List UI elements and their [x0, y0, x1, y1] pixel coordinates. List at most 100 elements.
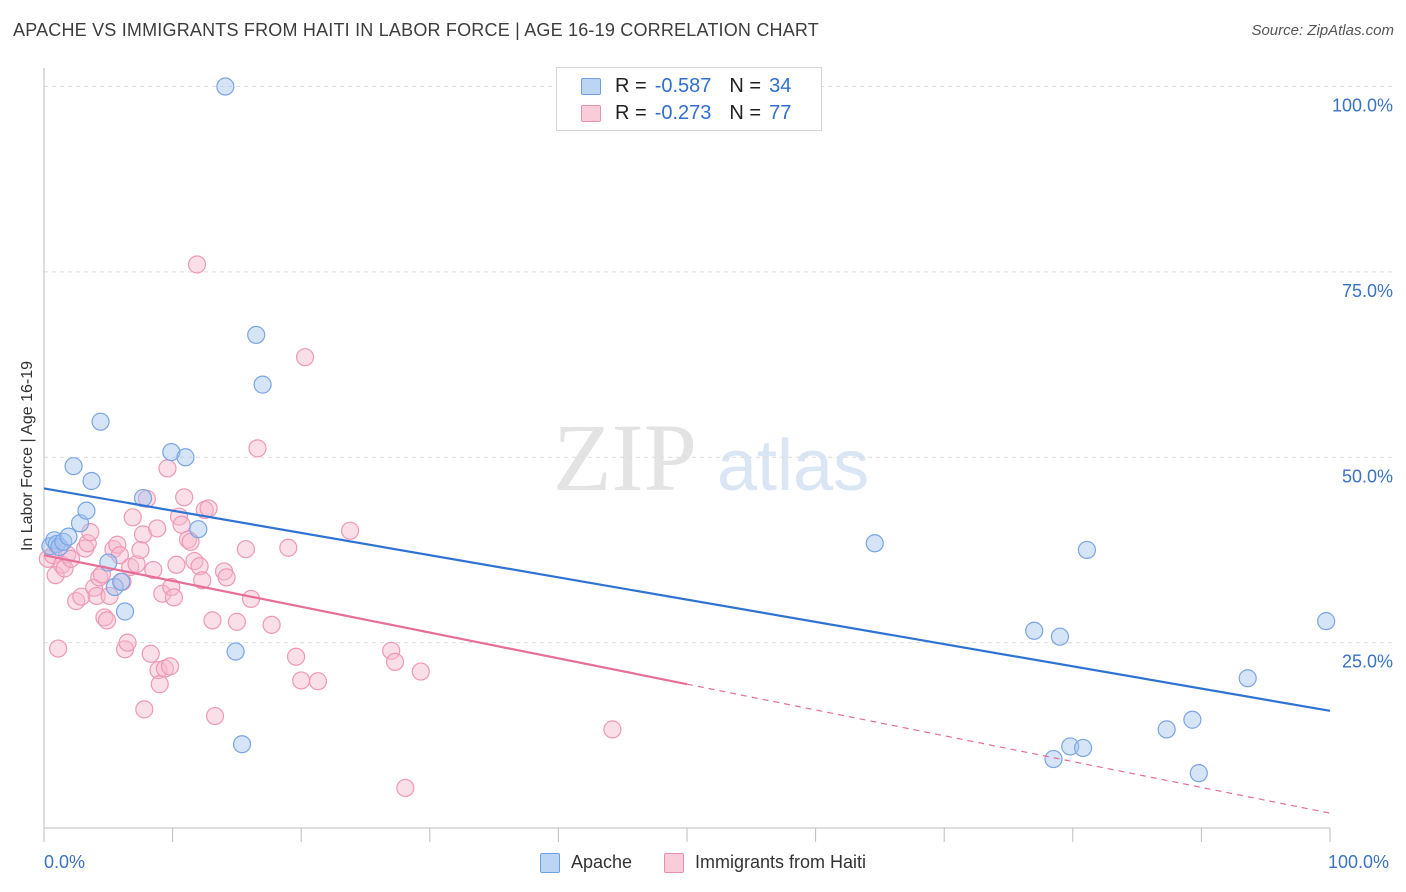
apache-point — [247, 325, 266, 345]
legend-label-haiti: Immigrants from Haiti — [695, 852, 867, 872]
haiti-point — [123, 508, 142, 527]
haiti-point — [49, 639, 68, 658]
haiti-point — [385, 652, 405, 672]
haiti-point — [149, 660, 168, 680]
axes — [43, 68, 1331, 842]
chart-title: APACHE VS IMMIGRANTS FROM HAITI IN LABOR… — [13, 20, 820, 40]
x-tick-label-min: 0.0% — [44, 852, 86, 872]
haiti-point — [87, 586, 106, 606]
apache-point — [1050, 627, 1070, 646]
legend-n-value: 34 — [769, 74, 792, 97]
haiti-point — [153, 584, 172, 603]
haiti-point — [158, 459, 177, 478]
haiti-point — [97, 611, 117, 630]
apache-point — [77, 501, 96, 520]
apache-trend-line — [43, 487, 1331, 712]
haiti-point — [127, 554, 146, 574]
legend-row-apache: R = -0.587 N = 34 — [581, 74, 791, 98]
apache-point — [189, 520, 208, 539]
source-note: Source: ZipAtlas.com — [1251, 22, 1394, 39]
haiti-point — [150, 675, 169, 694]
apache-point — [91, 412, 110, 431]
haiti-point — [292, 671, 311, 690]
apache-point — [865, 534, 884, 553]
legend-swatch-haiti — [581, 104, 601, 122]
haiti-point — [76, 539, 95, 558]
apache-point — [232, 735, 252, 754]
legend-r-value: -0.587 — [654, 74, 712, 97]
haiti-point — [118, 633, 137, 652]
haiti-point — [46, 566, 65, 585]
haiti-points — [38, 255, 622, 798]
haiti-point — [90, 568, 109, 587]
legend-row-haiti: R = -0.273 N = 77 — [581, 101, 791, 125]
apache-points — [41, 77, 1336, 783]
haiti-point — [203, 611, 222, 630]
y-tick-label: 25.0% — [1342, 652, 1393, 672]
haiti-point — [286, 647, 306, 666]
legend-n-label: N = — [729, 74, 762, 97]
apache-point — [82, 471, 101, 491]
haiti-point — [95, 608, 114, 627]
y-tick-labels: 25.0% 50.0% 75.0% 100.0% — [1332, 96, 1393, 672]
haiti-point — [248, 439, 267, 458]
apache-point — [1025, 621, 1044, 640]
legend-label-apache: Apache — [570, 852, 633, 872]
legend-r-label: R = — [615, 74, 647, 97]
haiti-point — [217, 568, 236, 587]
apache-point — [1073, 738, 1093, 758]
legend-r-label: R = — [615, 101, 647, 124]
haiti-point — [141, 644, 160, 663]
haiti-point — [262, 615, 281, 634]
haiti-point — [205, 706, 225, 726]
haiti-trend-extension — [686, 683, 1331, 814]
haiti-point — [295, 348, 315, 367]
haiti-point — [135, 700, 154, 719]
haiti-point — [340, 521, 360, 540]
haiti-point — [78, 534, 97, 553]
legend-swatch-apache — [581, 77, 601, 95]
haiti-point — [108, 535, 127, 554]
haiti-trend-line — [43, 554, 688, 686]
haiti-point — [175, 488, 194, 507]
haiti-point — [131, 540, 150, 560]
apache-point — [1183, 710, 1202, 729]
haiti-point — [162, 577, 181, 597]
y-tick-label: 75.0% — [1342, 281, 1393, 301]
apache-point — [1189, 764, 1208, 783]
haiti-point — [279, 538, 298, 557]
legend-n-label: N = — [729, 101, 762, 124]
haiti-point — [190, 557, 209, 576]
haiti-point — [72, 587, 91, 606]
watermark: ZIP atlas — [553, 404, 869, 511]
haiti-point — [411, 662, 430, 681]
watermark-atlas: atlas — [717, 426, 869, 506]
haiti-point — [144, 560, 163, 580]
haiti-point — [160, 657, 180, 676]
apache-point — [162, 442, 181, 462]
apache-point — [64, 457, 83, 476]
apache-point — [115, 602, 135, 621]
legend-r-value: -0.273 — [654, 101, 712, 124]
apache-point — [176, 448, 195, 467]
legend-swatch-apache — [539, 852, 560, 873]
haiti-point — [185, 551, 204, 571]
haiti-point — [396, 778, 415, 798]
apache-point — [54, 532, 73, 551]
haiti-point — [236, 540, 256, 559]
apache-point — [59, 527, 78, 546]
apache-point — [1238, 669, 1257, 688]
x-tick-label-max: 100.0% — [1328, 852, 1390, 872]
series-legend: Apache Immigrants from Haiti — [0, 852, 1406, 873]
legend-item-apache[interactable]: Apache — [539, 852, 633, 873]
grid-lines — [44, 86, 1392, 644]
y-tick-label: 50.0% — [1342, 466, 1393, 486]
apache-point — [112, 572, 131, 591]
legend-item-haiti[interactable]: Immigrants from Haiti — [664, 852, 866, 873]
correlation-legend: R = -0.587 N = 34 R = -0.273 N = 77 — [556, 67, 822, 131]
apache-point — [1317, 612, 1336, 631]
trend-lines — [43, 487, 1331, 814]
y-tick-label: 100.0% — [1332, 96, 1393, 116]
haiti-point — [227, 612, 246, 631]
